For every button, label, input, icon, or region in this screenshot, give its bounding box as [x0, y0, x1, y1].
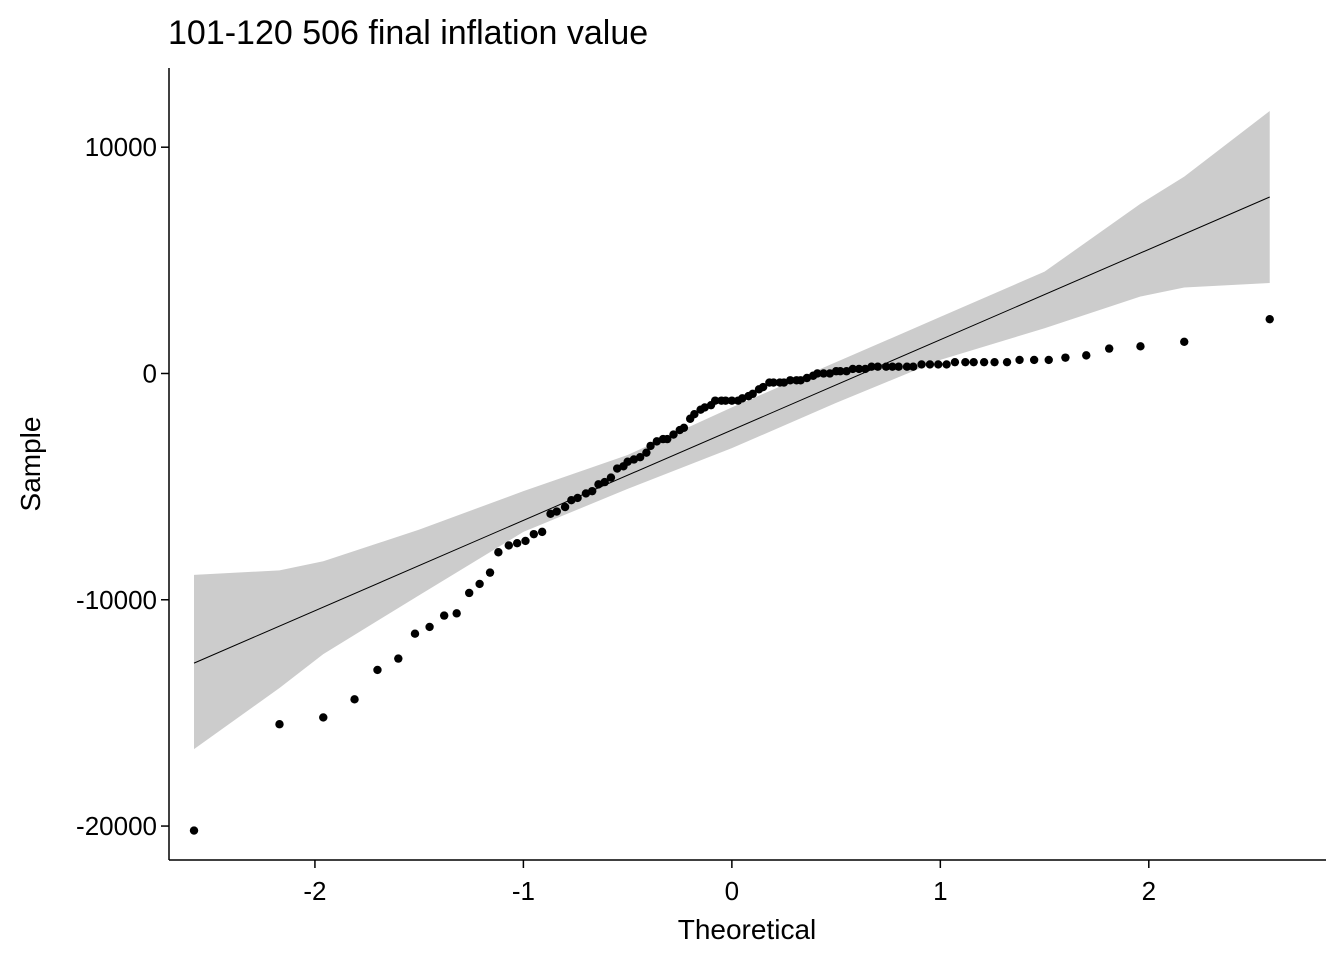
sample-point — [600, 477, 609, 487]
sample-point — [529, 529, 539, 539]
sample-point — [587, 486, 597, 496]
sample-point — [1002, 357, 1012, 367]
sample-point — [560, 502, 570, 512]
x-tick-label: 0 — [725, 876, 739, 906]
sample-point — [642, 448, 651, 457]
sample-point — [848, 364, 857, 374]
sample-point — [934, 360, 943, 369]
sample-point — [1061, 353, 1070, 362]
sample-point — [425, 622, 434, 632]
sample-point — [721, 396, 730, 405]
sample-point — [690, 410, 699, 419]
x-tick-label: -1 — [512, 876, 535, 906]
sample-point — [867, 362, 876, 371]
sample-point — [950, 357, 960, 367]
y-tick-label: -20000 — [76, 811, 157, 841]
sample-point — [873, 362, 882, 371]
sample-point — [979, 357, 989, 367]
y-tick-label: 0 — [143, 358, 157, 388]
sample-point — [521, 536, 530, 546]
sample-point — [679, 423, 689, 432]
reference-line-layer — [193, 196, 1270, 664]
x-tick-label: -2 — [303, 876, 326, 906]
sample-point — [350, 695, 359, 704]
sample-point — [663, 434, 672, 444]
sample-point — [485, 568, 495, 577]
sample-point — [410, 629, 420, 638]
y-axis-ticks: -20000 -10000 0 10000 — [76, 132, 169, 841]
sample-point — [1015, 355, 1024, 365]
sample-point — [786, 376, 795, 385]
sample-point — [1082, 351, 1091, 360]
sample-point — [494, 548, 503, 557]
sample-point — [990, 357, 999, 367]
sample-point — [573, 493, 582, 503]
reference-line — [193, 196, 1270, 664]
sample-point — [504, 541, 514, 550]
sample-point — [813, 369, 822, 378]
sample-point — [1136, 342, 1145, 351]
sample-point — [888, 362, 897, 371]
sample-point — [1044, 355, 1053, 365]
sample-point — [1029, 355, 1039, 365]
sample-point — [319, 713, 328, 722]
sample-point — [748, 389, 757, 399]
sample-point — [635, 453, 645, 462]
y-axis-label: Sample — [15, 417, 46, 512]
sample-point — [961, 357, 970, 367]
sample-points-layer — [189, 314, 1274, 835]
sample-point — [710, 396, 720, 405]
y-tick-label: -10000 — [76, 585, 157, 615]
sample-point — [836, 367, 845, 376]
sample-point — [537, 527, 547, 537]
sample-point — [475, 579, 484, 589]
sample-point — [727, 396, 737, 405]
sample-point — [909, 362, 918, 371]
sample-point — [189, 826, 199, 835]
x-axis-label: Theoretical — [678, 914, 817, 945]
sample-point — [902, 362, 912, 371]
sample-point — [758, 382, 768, 392]
sample-point — [881, 362, 891, 371]
x-axis-ticks: -2 -1 0 1 2 — [303, 860, 1156, 906]
y-tick-label: 10000 — [85, 132, 157, 162]
sample-point — [606, 473, 616, 482]
x-tick-label: 1 — [933, 876, 947, 906]
sample-point — [894, 362, 903, 371]
sample-point — [1180, 337, 1189, 347]
sample-point — [969, 357, 978, 367]
sample-point — [854, 364, 864, 374]
x-tick-label: 2 — [1142, 876, 1156, 906]
sample-point — [1104, 344, 1114, 353]
sample-point — [1265, 314, 1274, 324]
sample-point — [275, 720, 284, 729]
sample-point — [373, 665, 382, 675]
sample-point — [917, 360, 926, 369]
sample-point — [769, 378, 778, 387]
sample-point — [646, 441, 655, 451]
sample-point — [464, 588, 474, 598]
sample-point — [942, 360, 951, 369]
sample-point — [925, 360, 935, 369]
sample-point — [669, 430, 678, 439]
sample-point — [439, 611, 449, 620]
sample-point — [452, 609, 461, 618]
sample-point — [819, 369, 828, 378]
chart-title: 101-120 506 final inflation value — [168, 14, 648, 52]
sample-point — [512, 539, 522, 548]
sample-point — [394, 654, 403, 663]
sample-point — [552, 507, 561, 516]
